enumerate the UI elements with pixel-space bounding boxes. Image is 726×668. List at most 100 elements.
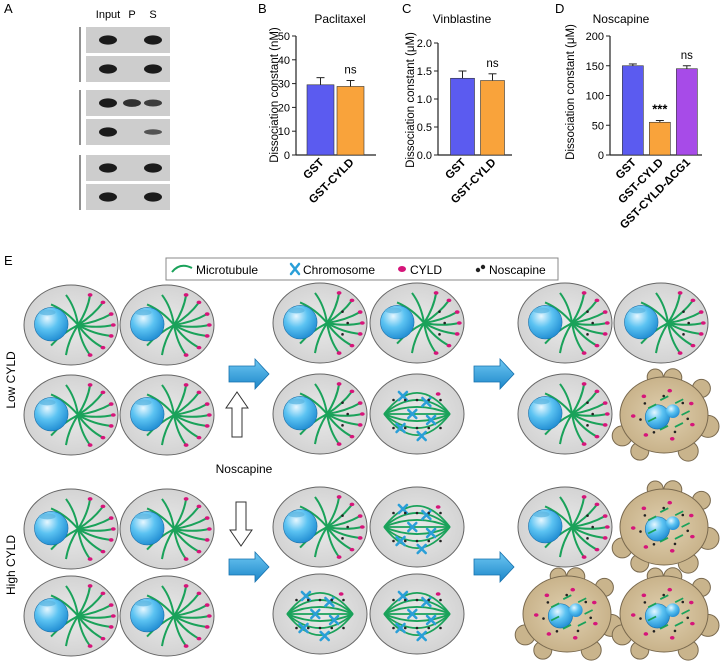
noscapine-dot — [546, 601, 550, 604]
microtubule — [326, 413, 361, 426]
nucleus-cap — [628, 307, 646, 314]
microtubule — [396, 301, 425, 324]
cyld-dot — [641, 593, 647, 598]
spindle-microtubule — [383, 519, 451, 528]
microtubule — [173, 324, 210, 328]
microtubule — [161, 498, 176, 530]
microtubule — [77, 324, 114, 328]
microtubule — [77, 313, 112, 326]
cell-body — [119, 575, 215, 657]
noscapine-up-arrow — [225, 391, 249, 438]
cyld-dot — [669, 436, 675, 441]
noscapine-dot — [346, 525, 349, 529]
cyld-dot — [454, 332, 460, 336]
microtubule — [173, 615, 210, 619]
microtubule — [640, 301, 669, 324]
noscapine-dot — [439, 539, 442, 543]
microtubule — [667, 322, 681, 354]
cyld-dot — [546, 632, 552, 636]
cell-interphase — [272, 282, 368, 364]
microtubule — [571, 413, 606, 426]
noscapine-dot — [392, 398, 395, 402]
panel-letter: D — [555, 1, 564, 16]
cell-interphase — [119, 575, 215, 657]
cell-body — [119, 284, 215, 366]
microtubule-fragment — [674, 398, 684, 405]
nucleus-cap — [287, 511, 305, 518]
blot-group — [79, 90, 170, 145]
chromosome — [395, 622, 406, 634]
noscapine-dot — [415, 598, 419, 602]
microtubule — [77, 505, 104, 530]
microtubule — [314, 526, 328, 558]
cyld-dot — [183, 353, 189, 357]
microtubule — [667, 299, 694, 324]
nucleus — [528, 509, 563, 544]
microtubule — [77, 585, 92, 617]
legend-chromosome: Chromosome — [303, 263, 375, 277]
chart-b: B Paclitaxel Dissociation constant (nM) 0 10… — [258, 1, 376, 206]
cyld-dot — [643, 433, 649, 437]
cyld-dot — [688, 600, 694, 605]
blot-band — [99, 192, 117, 202]
bar — [336, 86, 365, 156]
cyld-dot — [594, 343, 600, 348]
microtubule — [571, 496, 586, 528]
cyld-dot — [336, 555, 342, 559]
noscapine-dot — [639, 530, 642, 533]
microtubule — [77, 324, 104, 349]
cyld-dot — [349, 298, 355, 303]
cyld-dot — [581, 442, 587, 446]
cyld-dot — [359, 321, 365, 325]
microtubule — [559, 292, 574, 324]
chromosome — [407, 521, 418, 533]
noscapine-dot — [427, 539, 431, 543]
cyld-dot — [454, 310, 460, 314]
significance-label: ns — [486, 58, 498, 70]
cell-apoptotic — [611, 567, 720, 661]
microtubule — [161, 384, 176, 416]
cyld-dot — [688, 513, 694, 518]
cyld-dot — [336, 382, 342, 386]
microtubule-fragment — [550, 615, 560, 622]
microtubule-fragment — [659, 594, 669, 600]
row-label-high-cyld: High CYLD — [4, 535, 18, 595]
cyld-dot — [336, 495, 342, 499]
noscapine-dot — [346, 412, 349, 416]
microtubule — [77, 528, 114, 532]
cell-mitotic — [369, 373, 465, 455]
noscapine-dot — [342, 598, 345, 602]
cyld-dot — [336, 291, 342, 295]
chromosome — [397, 590, 409, 602]
cell-mitotic — [369, 573, 465, 655]
microtubule — [77, 324, 91, 356]
cyld-dot — [602, 310, 608, 314]
nucleus-cap — [287, 307, 305, 314]
microtubule-fragment — [647, 602, 657, 609]
cell-apoptotic — [611, 368, 720, 462]
cell-body — [272, 486, 368, 568]
noscapine-dot — [673, 430, 677, 434]
microtubule — [65, 528, 79, 560]
microtubule-fragment — [659, 507, 669, 513]
y-tick-label: 50 — [592, 120, 604, 132]
noscapine-dot — [403, 511, 407, 515]
microtubule — [65, 585, 80, 617]
noscapine-dot — [427, 398, 431, 402]
spindle-microtubule — [383, 406, 451, 415]
cyld-dot — [669, 635, 675, 640]
nucleus — [283, 396, 318, 431]
microtubule — [173, 324, 208, 337]
cyld-dot — [349, 343, 355, 348]
noscapine-icon — [475, 264, 486, 273]
microtubule — [326, 322, 353, 347]
cell-body — [23, 575, 119, 657]
cell-interphase — [272, 486, 368, 568]
noscapine-dot — [681, 401, 685, 405]
microtubule — [50, 393, 79, 416]
cyld-dot — [641, 394, 647, 399]
microtubule — [544, 301, 573, 324]
chromosome — [328, 614, 340, 626]
microtubule — [571, 526, 608, 530]
noscapine-dot — [415, 511, 419, 515]
